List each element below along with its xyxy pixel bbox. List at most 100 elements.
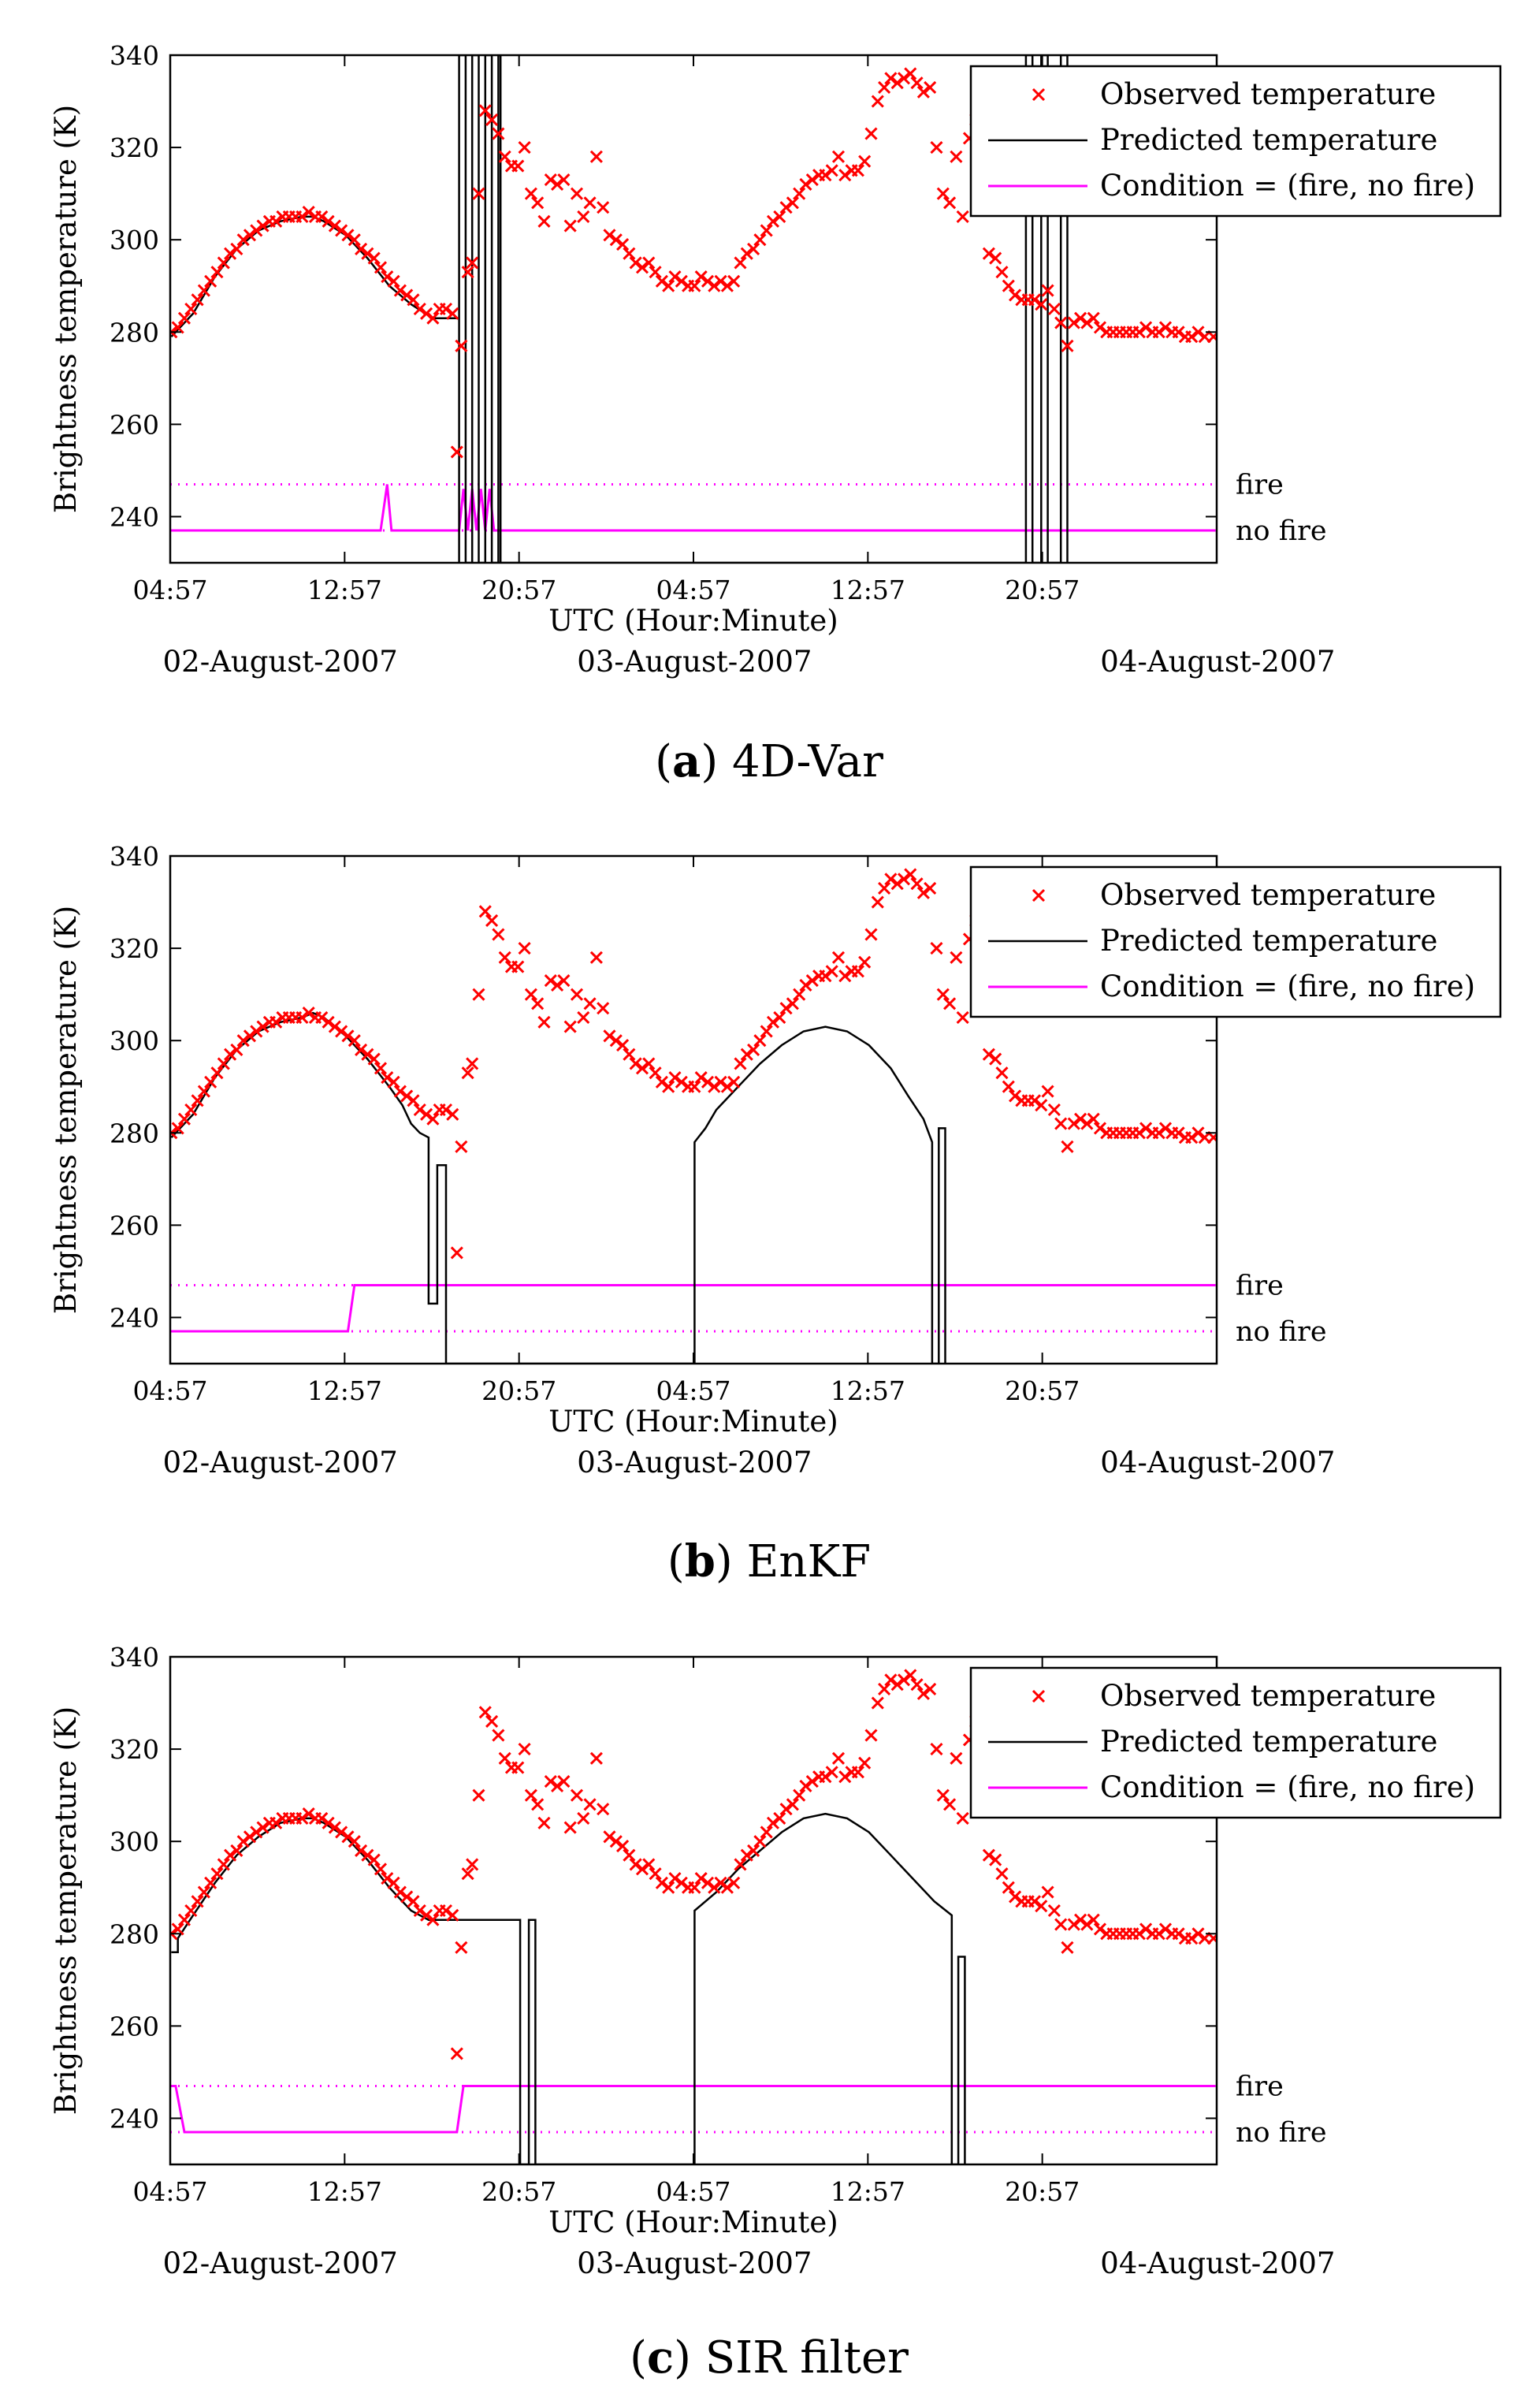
observed-point	[184, 302, 198, 316]
observed-point	[367, 1052, 381, 1066]
observed-point	[1132, 1927, 1146, 1941]
caption-close-paren: )	[674, 2332, 705, 2384]
no-fire-zone-label: no fire	[1236, 1316, 1327, 1348]
x-tick-label: 20:57	[1005, 1375, 1080, 1406]
observed-point	[1041, 1885, 1054, 1899]
observed-point	[335, 224, 348, 237]
x-tick-label: 12:57	[307, 575, 382, 605]
plot-area	[170, 1669, 1217, 2164]
observed-point	[355, 1043, 368, 1056]
observed-point	[302, 205, 315, 219]
observed-point	[1067, 1117, 1080, 1130]
y-axis-label: Brightness temperature (K)	[49, 1706, 83, 2115]
observed-point	[472, 1788, 485, 1802]
x-tick-label: 04:57	[132, 2176, 207, 2207]
x-tick-label: 04:57	[656, 575, 730, 605]
observed-point	[420, 1908, 433, 1922]
observed-point	[904, 1669, 917, 1682]
observed-point	[537, 1816, 551, 1829]
observed-point	[518, 942, 531, 955]
observed-point	[930, 141, 943, 154]
observed-point	[1172, 1126, 1185, 1140]
observed-point	[989, 1853, 1002, 1866]
observed-point	[224, 1048, 237, 1061]
y-tick-label: 260	[110, 2011, 159, 2041]
observed-point	[655, 1075, 668, 1089]
observed-point	[1028, 293, 1042, 307]
observed-point	[629, 1858, 642, 1871]
observed-point	[897, 72, 911, 85]
observed-point	[1041, 284, 1054, 297]
observed-point	[348, 1835, 361, 1848]
observed-point	[1061, 339, 1074, 352]
observed-point	[694, 1871, 708, 1885]
observed-point	[779, 1803, 793, 1816]
observed-point	[455, 1941, 468, 1954]
observed-point	[1074, 311, 1087, 325]
observed-point	[381, 270, 394, 284]
observed-point	[924, 1682, 937, 1696]
observed-point	[924, 881, 937, 895]
caption-open-paren: (	[667, 1536, 685, 1587]
legend-entry-label: Condition = (fire, no fire)	[1100, 970, 1475, 1003]
observed-point	[492, 1729, 505, 1742]
observed-point	[720, 1080, 734, 1093]
observed-point	[210, 266, 224, 279]
observed-point	[831, 150, 846, 163]
observed-point	[786, 997, 799, 1010]
observed-point	[753, 1034, 767, 1048]
observed-point	[531, 196, 545, 210]
observed-point	[858, 1756, 872, 1770]
observed-points	[170, 1669, 1217, 2060]
observed-point	[1158, 321, 1173, 334]
observed-point	[461, 266, 474, 279]
legend-observed-marker	[1032, 1689, 1046, 1703]
observed-point	[1093, 321, 1107, 334]
observed-point	[956, 1811, 969, 1825]
observed-point	[461, 1066, 474, 1080]
observed-point	[171, 321, 184, 334]
observed-point	[760, 1025, 773, 1038]
observed-point	[563, 219, 577, 233]
observed-point	[381, 1070, 394, 1085]
observed-point	[171, 1122, 184, 1135]
observed-point	[930, 942, 943, 955]
caption-letter: b	[685, 1535, 716, 1587]
caption-letter: a	[672, 735, 701, 787]
observed-point	[950, 1751, 963, 1765]
observed-point	[171, 1922, 184, 1936]
observed-point	[910, 1678, 924, 1692]
observed-point	[597, 1002, 610, 1015]
observed-point	[1009, 288, 1022, 302]
observed-point	[315, 1010, 329, 1024]
observed-point	[1002, 1881, 1015, 1894]
observed-point	[1067, 1918, 1080, 1931]
observed-point	[511, 159, 525, 173]
y-tick-label: 320	[110, 1734, 159, 1765]
panel-caption: (a) 4D-Var	[655, 735, 883, 787]
observed-point	[485, 1714, 499, 1729]
observed-point	[420, 307, 433, 320]
observed-point	[328, 1821, 341, 1834]
observed-point	[727, 274, 741, 288]
observed-point	[217, 1057, 230, 1070]
observed-point	[819, 970, 832, 983]
observed-point	[1074, 1112, 1087, 1126]
observed-point	[779, 1002, 793, 1015]
observed-point	[461, 1867, 474, 1881]
observed-point	[243, 1029, 257, 1043]
observed-point	[936, 1788, 950, 1802]
observed-point	[256, 1821, 270, 1834]
observed-point	[773, 210, 786, 223]
observed-point	[1093, 1922, 1107, 1936]
legend: Observed temperature Predicted temperatur…	[969, 65, 1502, 218]
observed-point	[450, 445, 463, 459]
observed-point	[688, 1080, 701, 1093]
observed-point	[485, 914, 499, 928]
observed-point	[577, 1811, 590, 1825]
observed-point	[720, 279, 734, 292]
y-tick-label: 340	[110, 40, 159, 71]
panel-caption: (b) EnKF	[667, 1535, 871, 1587]
x-tick-label: 12:57	[831, 2176, 905, 2207]
observed-point	[831, 1751, 846, 1765]
